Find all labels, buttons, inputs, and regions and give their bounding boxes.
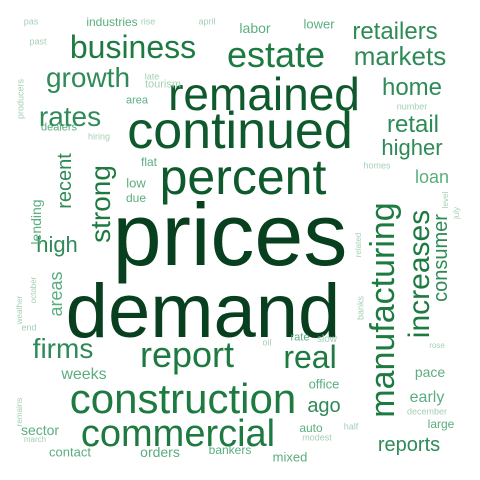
word-report: report <box>139 334 235 375</box>
word-sector: sector <box>20 422 60 438</box>
word-higher: higher <box>381 135 443 160</box>
word-weather: weather <box>15 295 24 325</box>
word-reports: reports <box>377 434 441 456</box>
word-rates: rates <box>38 101 102 132</box>
word-labor: labor <box>239 20 271 36</box>
word-manufacturing: manufacturing <box>364 202 402 418</box>
word-office: office <box>308 376 340 392</box>
word-areas: areas <box>46 271 66 317</box>
word-rose: rose <box>429 341 445 350</box>
word-related: related <box>354 232 363 258</box>
word-slow: slow <box>316 334 338 345</box>
word-lending: lending <box>28 199 44 245</box>
word-percent: percent <box>159 149 327 205</box>
word-remains: remains <box>15 397 24 427</box>
word-past: past <box>29 36 47 47</box>
word-recent: recent <box>54 153 76 209</box>
word-large: large <box>427 417 455 431</box>
word-business: business <box>69 29 197 65</box>
word-markets: markets <box>353 41 447 71</box>
word-weeks: weeks <box>61 366 107 383</box>
word-banks: banks <box>355 295 366 321</box>
word-oil: oil <box>262 337 272 348</box>
word-firms: firms <box>32 333 94 364</box>
word-industries: industries <box>86 15 138 29</box>
word-number: number <box>396 101 428 112</box>
word-growth: growth <box>45 62 131 93</box>
word-modest: modest <box>302 432 332 443</box>
word-contact: contact <box>49 444 91 460</box>
word-pace: pace <box>414 364 446 380</box>
word-high: high <box>36 232 78 257</box>
word-march: march <box>23 435 47 444</box>
word-late: late <box>144 71 160 82</box>
word-april: april <box>198 16 216 27</box>
word-rate: rate <box>290 331 310 344</box>
word-orders: orders <box>140 444 180 460</box>
word-lower: lower <box>303 16 335 32</box>
word-half: half <box>343 421 359 432</box>
word-early: early <box>409 389 445 406</box>
word-due: due <box>125 191 147 205</box>
word-october: october <box>29 276 38 304</box>
word-home: home <box>381 74 443 101</box>
word-auto: auto <box>299 421 323 435</box>
word-ago: ago <box>307 395 341 417</box>
word-level: level <box>441 191 450 209</box>
word-pas: pas <box>23 16 39 27</box>
word-july: july <box>452 206 461 220</box>
word-mixed: mixed <box>272 449 308 465</box>
word-consumer: consumer <box>430 214 452 302</box>
word-low: low <box>126 175 146 191</box>
word-dealers: dealers <box>40 121 78 134</box>
word-rise: rise <box>140 16 156 27</box>
word-retailers: retailers <box>352 18 438 45</box>
word-strong: strong <box>85 165 116 243</box>
word-demand: demand <box>65 269 341 354</box>
word-estate: estate <box>226 34 326 75</box>
word-tourism: tourism <box>144 78 182 91</box>
word-construction: construction <box>69 375 297 422</box>
word-retail: retail <box>386 111 440 138</box>
word-producers: producers <box>15 78 26 120</box>
word-area: area <box>125 94 149 107</box>
word-continued: continued <box>127 102 353 160</box>
word-hiring: hiring <box>87 131 111 142</box>
word-remained: remained <box>168 68 360 120</box>
word-homes: homes <box>363 160 391 171</box>
word-end: end <box>21 322 37 333</box>
word-december: december <box>406 406 448 417</box>
word-bankers: bankers <box>208 443 252 457</box>
word-loan: loan <box>414 167 450 187</box>
word-commercial: commercial <box>80 413 276 455</box>
word-real: real <box>283 339 337 375</box>
word-prices: prices <box>112 185 348 284</box>
word-flat: flat <box>140 155 158 169</box>
